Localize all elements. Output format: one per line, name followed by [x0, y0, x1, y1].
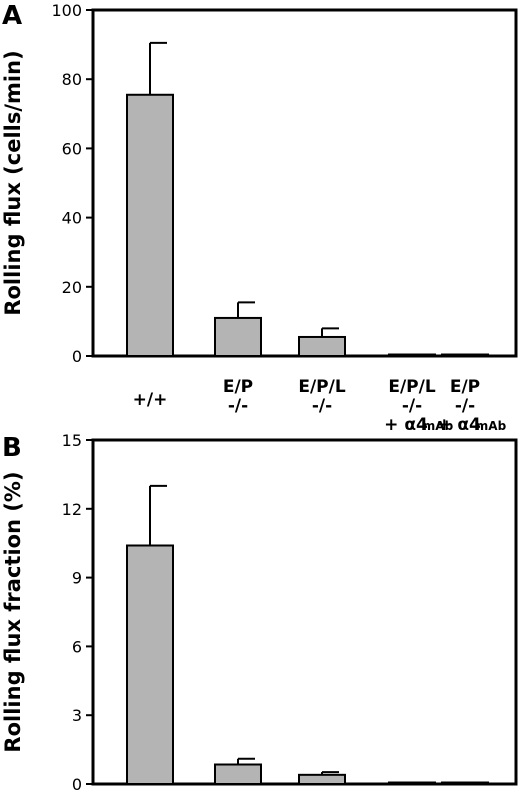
category-antibody-label: + α4 [437, 415, 481, 435]
y-tick-label: 9 [72, 569, 82, 588]
category-sublabel: -/- [402, 396, 422, 416]
bar [388, 353, 436, 357]
category-mab-label: mAb [423, 419, 454, 433]
category-sublabel: -/- [312, 396, 332, 416]
category-label: +/+ [133, 390, 168, 410]
category-mab-label: mAb [476, 419, 507, 433]
category-label: E/P [450, 377, 480, 397]
y-tick-label: 100 [51, 1, 82, 20]
y-axis-label: Rolling flux fraction (%) [1, 471, 25, 752]
category-label: E/P [223, 377, 253, 397]
bar [298, 335, 346, 358]
category-antibody-label: + α4 [384, 415, 428, 435]
bar [214, 763, 262, 785]
bar [298, 773, 346, 785]
y-tick-label: 60 [62, 139, 82, 158]
category-label: E/P/L [298, 377, 345, 397]
y-tick-label: 80 [62, 70, 82, 89]
bar [214, 316, 262, 358]
y-tick-label: 15 [62, 431, 82, 450]
y-axis-label: Rolling flux (cells/min) [1, 50, 25, 315]
category-labels: +/+E/P-/-E/P/L-/-E/P/L-/-+ α4mAbE/P-/-+ … [133, 377, 507, 435]
category-sublabel: -/- [228, 396, 248, 416]
bar [126, 544, 174, 786]
panel-b: B 0 3 6 9 12 15 Rolling flux fraction (%) [1, 431, 518, 794]
panel-letter-b: B [2, 433, 22, 463]
y-tick-label: 6 [72, 637, 82, 656]
category-label: E/P/L [388, 377, 435, 397]
y-tick-label: 0 [72, 347, 82, 366]
y-tick-label: 12 [62, 500, 82, 519]
bar [441, 781, 489, 785]
y-tick-label: 0 [72, 775, 82, 794]
bar [441, 353, 489, 357]
bar [126, 93, 174, 358]
panel-letter-a: A [2, 1, 22, 31]
y-tick-label: 40 [62, 209, 82, 228]
category-sublabel: -/- [455, 396, 475, 416]
y-tick-label: 20 [62, 278, 82, 297]
y-tick-label: 3 [72, 706, 82, 725]
bar [388, 781, 436, 785]
panel-a: A 0 20 40 60 80 100 Rolling flux (cells/min) [1, 1, 518, 366]
